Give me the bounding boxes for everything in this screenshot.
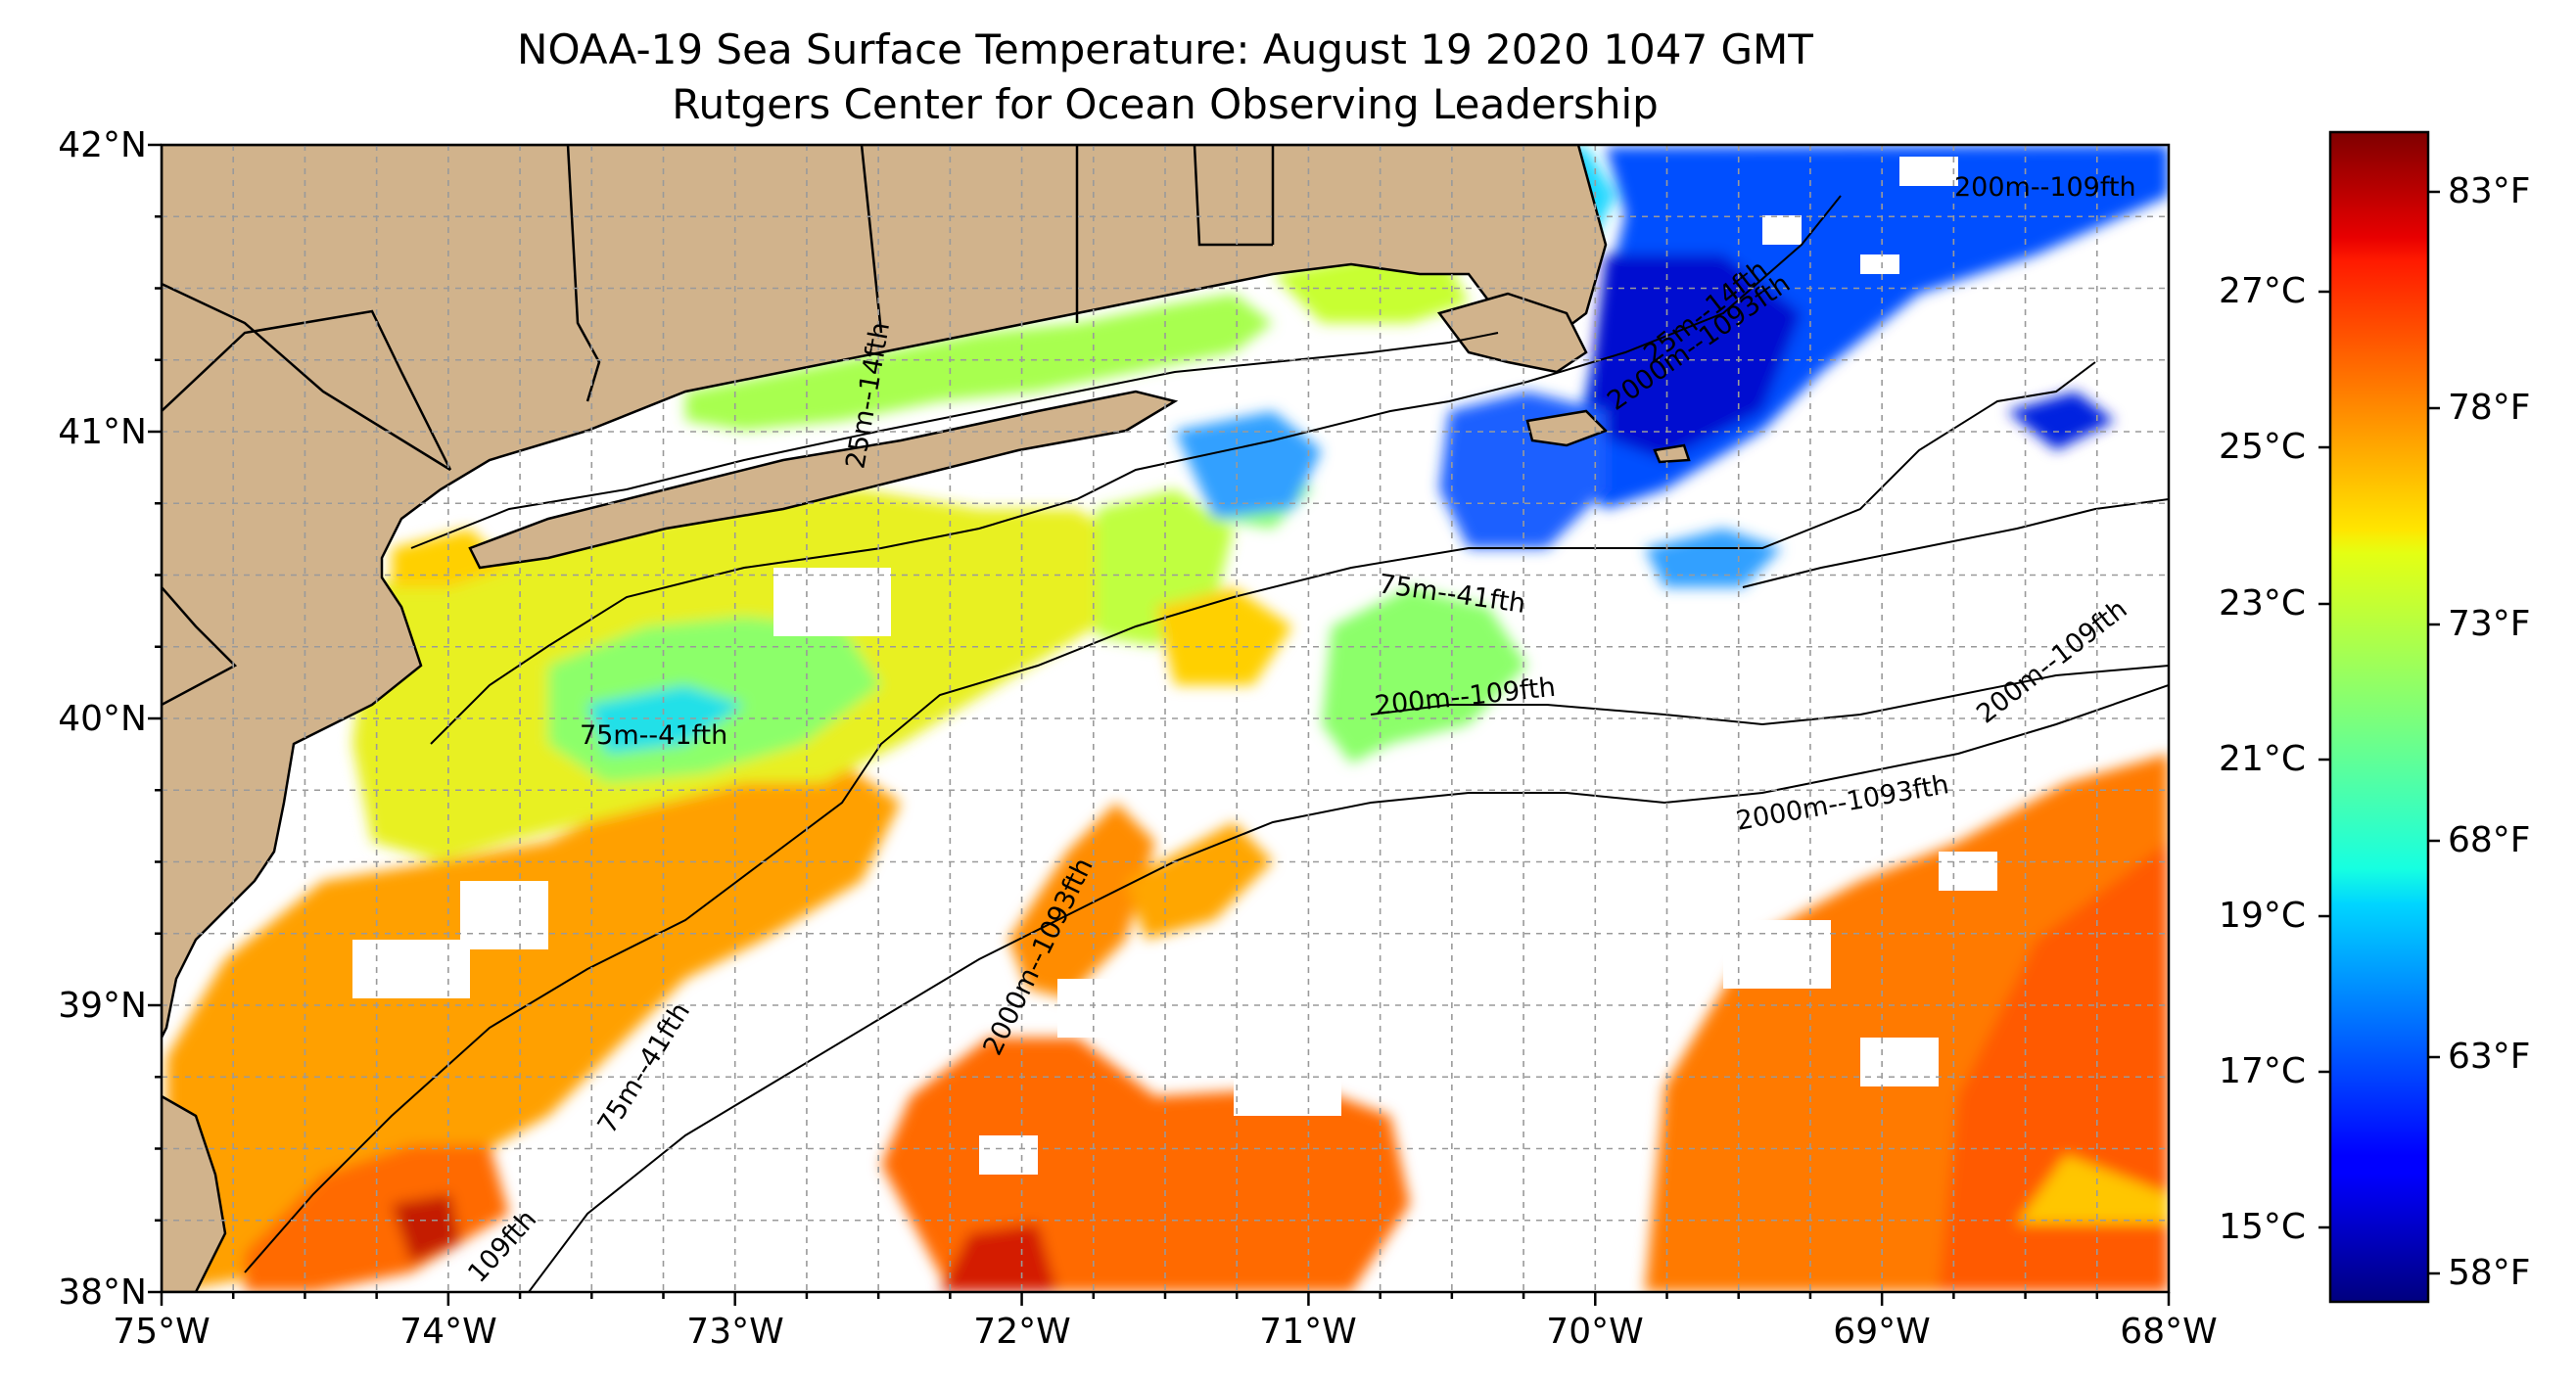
lon-label: 69°W	[1833, 1312, 1930, 1352]
state-borders	[162, 145, 1275, 707]
lat-label: 40°N	[58, 699, 147, 739]
lon-label: 68°W	[2120, 1312, 2217, 1352]
colorbar-fahrenheit-label: 78°F	[2448, 388, 2531, 428]
bathymetry-contours	[244, 195, 2169, 1292]
map-subtitle: Rutgers Center for Ocean Observing Leade…	[672, 80, 1659, 128]
colorbar-celsius-label: 19°C	[2219, 896, 2306, 936]
land	[162, 145, 1691, 1292]
colorbar-fahrenheit-label: 83°F	[2448, 171, 2531, 211]
colorbar-celsius-label: 17°C	[2219, 1051, 2306, 1091]
contour-label-75m: 75m--41fth	[580, 720, 727, 751]
lon-label: 70°W	[1546, 1312, 1643, 1352]
colorbar-celsius-label: 27°C	[2219, 271, 2306, 311]
map-title: NOAA-19 Sea Surface Temperature: August …	[517, 25, 1813, 73]
lat-label: 38°N	[58, 1272, 147, 1313]
axis-ticks	[148, 143, 2171, 1306]
gridlines	[162, 145, 2169, 1292]
colorbar-fahrenheit-label: 68°F	[2448, 820, 2531, 860]
lat-label: 39°N	[58, 986, 147, 1026]
lon-label: 73°W	[686, 1312, 783, 1352]
colorbar-celsius-label: 25°C	[2219, 427, 2306, 467]
longitude-labels: 75°W 74°W 73°W 72°W 71°W 70°W 69°W 68°W	[113, 1312, 2217, 1352]
lat-label: 42°N	[58, 125, 147, 165]
lon-label: 72°W	[973, 1312, 1070, 1352]
lon-label: 71°W	[1259, 1312, 1356, 1352]
colorbar-celsius-label: 21°C	[2219, 739, 2306, 779]
lon-label: 75°W	[113, 1312, 210, 1352]
lat-label: 41°N	[58, 412, 147, 452]
colorbar-gradient	[2328, 130, 2430, 1304]
colorbar: 15°C 17°C 19°C 21°C 23°C 25°C 27°C 58°F …	[2219, 130, 2531, 1304]
colorbar-fahrenheit-label: 58°F	[2448, 1253, 2531, 1293]
colorbar-celsius-label: 23°C	[2219, 583, 2306, 624]
latitude-labels: 38°N 39°N 40°N 41°N 42°N	[58, 125, 147, 1313]
no-data-areas	[352, 157, 1997, 1175]
colorbar-celsius-label: 15°C	[2219, 1207, 2306, 1247]
lon-label: 74°W	[399, 1312, 496, 1352]
contour-label-200m-northeast: 200m--109fth	[1954, 172, 2136, 203]
colorbar-fahrenheit-label: 73°F	[2448, 604, 2531, 644]
colorbar-fahrenheit-label: 63°F	[2448, 1037, 2531, 1077]
